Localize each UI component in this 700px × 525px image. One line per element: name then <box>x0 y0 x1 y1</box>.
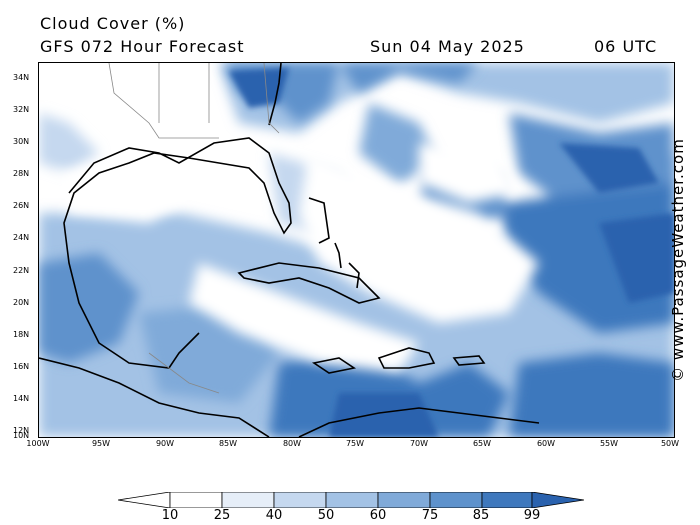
forecast-subtitle: GFS 072 Hour Forecast <box>40 37 245 56</box>
colorbar-label-50: 50 <box>317 508 335 523</box>
lat-label-12n: 12N <box>13 426 30 435</box>
lon-label-100w: 100W <box>26 439 50 448</box>
colorbar-bin-7 <box>481 492 533 508</box>
colorbar-bin-2 <box>221 492 275 508</box>
lon-label-50w: 50W <box>660 439 680 448</box>
colorbar-bin-3 <box>273 492 327 508</box>
lat-label-18n: 18N <box>13 330 30 339</box>
lat-label-28n: 28N <box>13 169 30 178</box>
colorbar-bin-5 <box>377 492 431 508</box>
cloud-field-dark <box>229 68 674 437</box>
lat-label-34n: 34N <box>13 73 30 82</box>
borders <box>108 63 280 394</box>
coastlines <box>39 63 540 437</box>
lat-label-16n: 16N <box>13 362 30 371</box>
lon-label-75w: 75W <box>345 439 365 448</box>
lat-label-22n: 22N <box>13 266 30 275</box>
lon-label-55w: 55W <box>599 439 619 448</box>
forecast-time: 06 UTC <box>594 37 658 56</box>
map-canvas <box>39 63 674 437</box>
colorbar-label-60: 60 <box>369 508 387 523</box>
lon-label-90w: 90W <box>155 439 175 448</box>
lat-label-32n: 32N <box>13 105 30 114</box>
lat-label-26n: 26N <box>13 201 30 210</box>
colorbar-label-10: 10 <box>161 508 179 523</box>
colorbar-high-arrow <box>531 492 584 508</box>
colorbar-label-25: 25 <box>213 508 231 523</box>
forecast-date: Sun 04 May 2025 <box>370 37 525 56</box>
map-title: Cloud Cover (%) <box>40 14 186 33</box>
colorbar-label-40: 40 <box>265 508 283 523</box>
cloud-cover-map <box>38 62 675 438</box>
lon-label-85w: 85W <box>218 439 238 448</box>
colorbar-label-75: 75 <box>421 508 439 523</box>
lon-label-80w: 80W <box>282 439 302 448</box>
colorbar-bin-4 <box>325 492 379 508</box>
colorbar-low-arrow <box>118 492 171 508</box>
lon-label-65w: 65W <box>472 439 492 448</box>
lat-label-20n: 20N <box>13 298 30 307</box>
colorbar <box>118 492 584 508</box>
colorbar-bin-6 <box>429 492 483 508</box>
lon-label-70w: 70W <box>409 439 429 448</box>
clear-patches <box>59 63 539 373</box>
lat-label-10n: 10N <box>13 431 30 440</box>
colorbar-bin-1 <box>169 492 223 508</box>
watermark-text: © www.PassageWeather.com <box>669 138 687 382</box>
colorbar-label-99: 99 <box>523 508 541 523</box>
lon-label-95w: 95W <box>91 439 111 448</box>
lat-label-30n: 30N <box>13 137 30 146</box>
lat-label-14n: 14N <box>13 394 30 403</box>
lat-label-24n: 24N <box>13 233 30 242</box>
lon-label-60w: 60W <box>536 439 556 448</box>
colorbar-label-85: 85 <box>472 508 490 523</box>
